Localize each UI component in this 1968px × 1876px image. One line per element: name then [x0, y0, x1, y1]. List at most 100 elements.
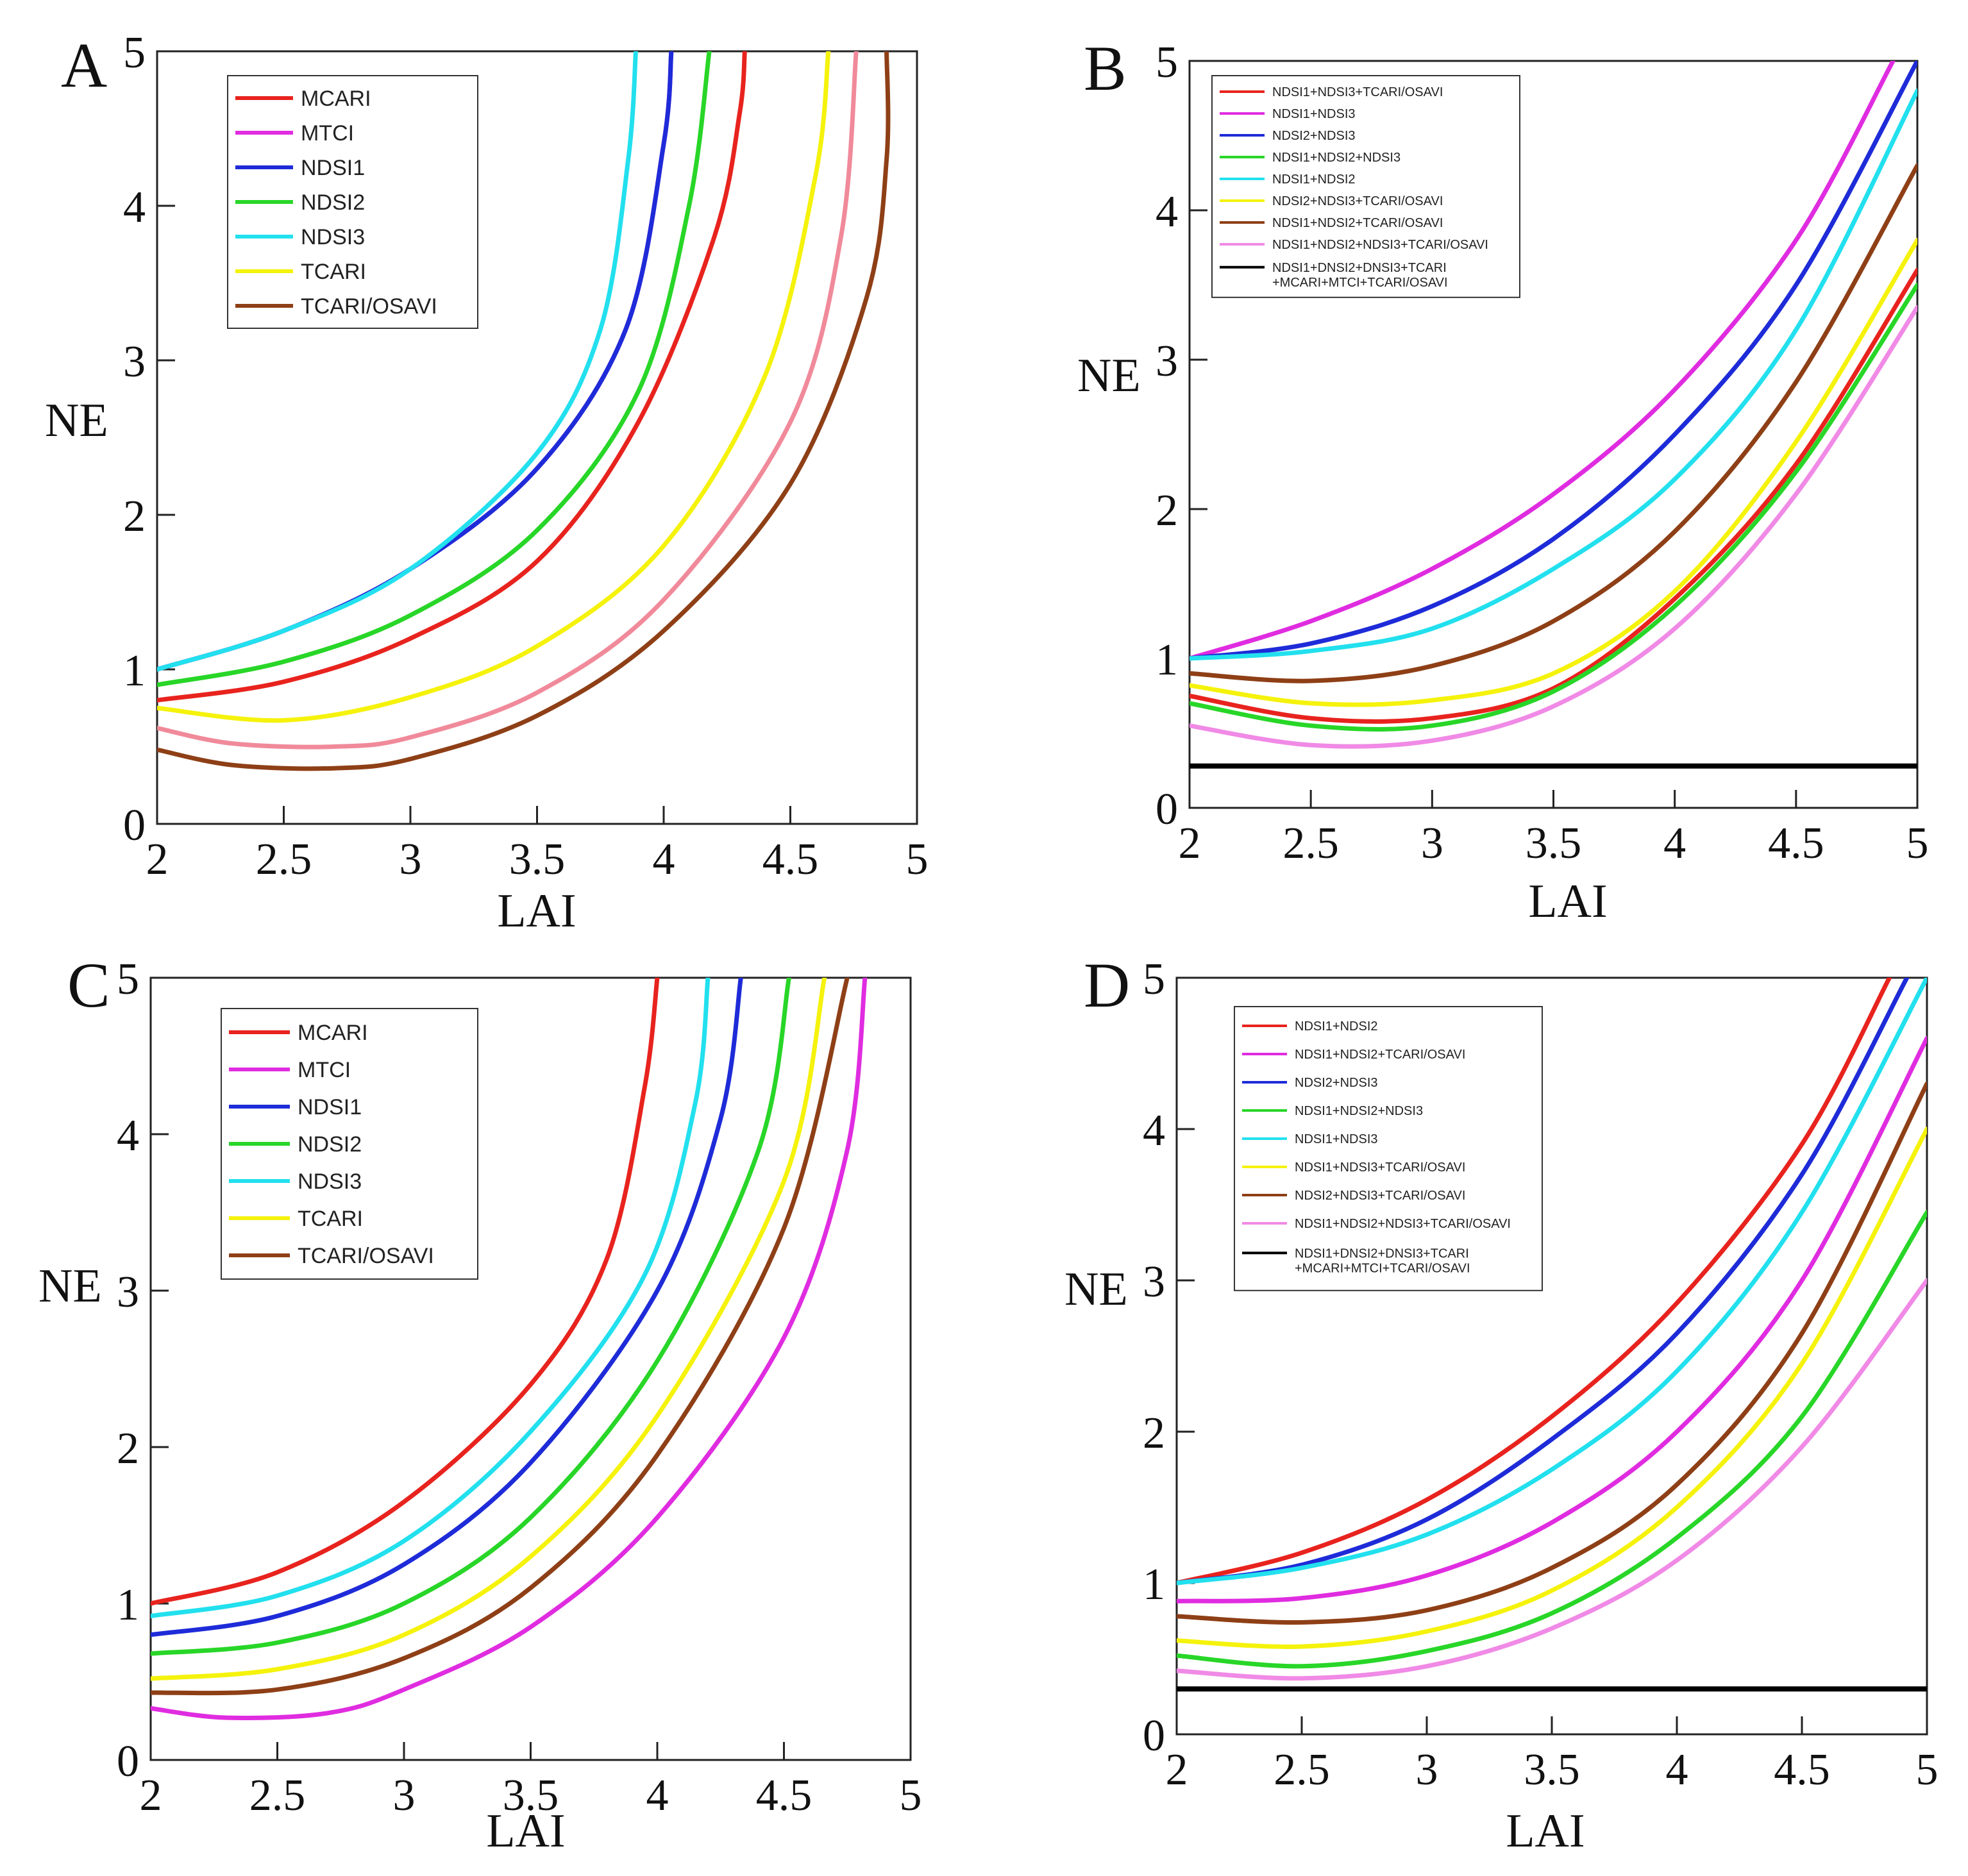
panel-b-x-tick-label: 3	[1421, 819, 1443, 868]
panel-c-y-tick-label: 2	[117, 1424, 139, 1473]
panel-c-legend-label: TCARI/OSAVI	[298, 1244, 434, 1268]
panel-a-legend-label: MTCI	[301, 121, 354, 146]
panel-a-y-tick-label: 5	[123, 28, 146, 78]
panel-a-x-tick-label: 2	[146, 835, 169, 884]
panel-b-series-group	[1190, 61, 1917, 769]
panel-a: A 2 2.5 3 3.5 4 4.5 5 0 1 2 3 4 5 LAI NE MCARI MTCI NDSI1 N…	[45, 28, 929, 937]
panel-c-y-tick-label: 5	[117, 955, 139, 1004]
panel-a-x-tick-label: 3.5	[509, 835, 566, 884]
panel-b-y-tick-label: 2	[1156, 486, 1178, 535]
panel-d-x-tick-label: 3	[1416, 1745, 1438, 1795]
panel-d-y-tick-label: 5	[1143, 955, 1165, 1004]
panel-b-series-line-0	[1190, 267, 1917, 724]
panel-c: C 2 2.5 3 3.5 4 4.5 5 0 1 2 3 4 5 LAI NE MCARI MTCI NDSI1 N…	[38, 950, 922, 1857]
panel-d-x-axis-label: LAI	[1506, 1805, 1585, 1857]
panel-d-series-line-3	[1177, 1210, 1927, 1669]
panel-d-legend-label: NDSI1+DNSI2+DNSI3+TCARI	[1295, 1246, 1469, 1260]
panel-a-series-line-5	[157, 51, 831, 723]
panel-a-series-line-0	[157, 51, 747, 703]
panel-c-y-tick-label: 3	[117, 1268, 139, 1317]
panel-b-x-tick-label: 4	[1663, 819, 1686, 868]
panel-b-x-tick-label: 2	[1179, 819, 1201, 868]
panel-b-y-tick-label: 0	[1156, 785, 1178, 834]
panel-a-legend: MCARI MTCI NDSI1 NDSI2 NDSI3 TCARI TCARI/OSAVI	[227, 75, 478, 329]
panel-b-series-line-7	[1190, 305, 1917, 749]
panel-c-x-tick-label: 2	[140, 1771, 162, 1820]
panel-d-x-tick-label: 4	[1666, 1745, 1688, 1795]
panel-a-x-tick-label: 4.5	[762, 835, 819, 884]
panel-a-y-tick-label: 1	[123, 646, 146, 696]
panel-d-legend-label: NDSI2+NDSI3	[1295, 1076, 1378, 1090]
panel-b-series-line-2	[1190, 61, 1917, 661]
panel-a-legend-label: TCARI	[301, 260, 366, 284]
panel-b-series-line-3	[1190, 283, 1917, 732]
panel-c-series-line-5	[151, 978, 827, 1681]
panel-d-legend-label: NDSI1+NDSI3+TCARI/OSAVI	[1295, 1160, 1465, 1175]
panel-b-x-axis-label: LAI	[1528, 875, 1607, 928]
panel-d-legend-label: NDSI1+NDSI2	[1295, 1019, 1378, 1034]
panel-c-x-tick-label: 4	[646, 1771, 669, 1820]
panel-d: D2 2.5 3 3.5 4 4.5 5012345LAINENDSI1+NDSI2NDSI…	[1064, 950, 1939, 1857]
panel-d-x-tick-label: 4.5	[1774, 1745, 1830, 1795]
panel-c-series-line-6	[151, 978, 850, 1696]
panel-a-y-tick-label: 4	[123, 183, 146, 232]
panel-b-x-tick-label: 2.5	[1283, 819, 1339, 868]
panel-d-legend-label: NDSI1+NDSI3	[1295, 1132, 1378, 1146]
panel-a-x-tick-label: 4	[653, 835, 675, 884]
panel-d-legend-box	[1234, 1006, 1543, 1291]
panel-a-y-tick-label: 0	[123, 801, 146, 850]
panel-c-y-tick-label: 4	[117, 1111, 139, 1160]
panel-a-legend-label: TCARI/OSAVI	[301, 294, 437, 319]
panel-b-x-tick-label: 3.5	[1526, 819, 1582, 868]
panel-d-y-tick-label: 1	[1143, 1560, 1165, 1609]
panel-d-x-tick-label: 2.5	[1274, 1745, 1330, 1795]
panel-a-series-line-3	[157, 51, 712, 687]
panel-b-legend-label: NDSI2+NDSI3+TCARI/OSAVI	[1272, 194, 1443, 208]
panel-a-x-tick-label: 2.5	[256, 835, 312, 884]
panel-c-series-group	[151, 978, 868, 1721]
panel-d-legend-label: +MCARI+MTCI+TCARI/OSAVI	[1295, 1261, 1470, 1275]
panel-b-series-line-6	[1190, 163, 1917, 683]
panel-c-legend-label: NDSI2	[298, 1132, 362, 1157]
panel-c-x-tick-label: 4.5	[756, 1771, 812, 1820]
panel-d-legend-label: NDSI1+NDSI2+NDSI3+TCARI/OSAVI	[1295, 1217, 1511, 1231]
panel-c-series-line-2	[151, 978, 743, 1637]
panel-a-y-axis-label: NE	[45, 394, 108, 447]
panel-c-legend-label: NDSI1	[298, 1095, 362, 1119]
panel-c-y-tick-label: 1	[117, 1580, 139, 1630]
panel-c-x-tick-label: 3	[393, 1771, 416, 1820]
panel-a-legend-label: MCARI	[301, 87, 371, 111]
panel-a-series-line-7	[157, 51, 859, 750]
panel-d-x-tick-label: 5	[1916, 1745, 1939, 1795]
panel-b-letter: B	[1084, 33, 1127, 104]
panel-c-legend-label: MTCI	[298, 1058, 351, 1082]
panel-b-series-line-5	[1190, 238, 1917, 707]
panel-d-x-tick-label: 3.5	[1524, 1745, 1580, 1795]
panel-d-series-line-1	[1177, 1035, 1927, 1604]
panel-c-x-axis-label: LAI	[486, 1805, 565, 1857]
panel-d-y-tick-label: 3	[1143, 1257, 1165, 1307]
panel-c-y-tick-label: 0	[117, 1737, 139, 1786]
panel-c-series-line-3	[151, 978, 791, 1656]
panel-b-series-line-4	[1190, 88, 1917, 661]
panel-b-legend-label: NDSI1+NDSI3	[1272, 107, 1356, 121]
panel-d-series-line-6	[1177, 1081, 1927, 1625]
panel-c-series-line-4	[151, 978, 711, 1618]
panel-a-series-line-6	[157, 51, 891, 771]
panel-d-series-group	[1177, 978, 1927, 1692]
panel-b-legend: NDSI1+NDSI3+TCARI/OSAVI NDSI1+NDSI3 NDSI2+…	[1211, 75, 1520, 298]
panel-b-y-tick-label: 3	[1156, 337, 1178, 386]
panel-a-y-tick-label: 2	[123, 492, 146, 541]
panel-c-legend: MCARI MTCI NDSI1 NDSI2 NDSI3 TCARI TCARI/OSAVI	[221, 1008, 478, 1280]
panel-c-legend-label: MCARI	[298, 1021, 368, 1045]
panel-d-legend-label: NDSI1+NDSI2+TCARI/OSAVI	[1295, 1048, 1465, 1062]
panel-b-y-axis-label: NE	[1077, 349, 1141, 402]
panel-d-series-line-4	[1177, 978, 1927, 1586]
panel-a-letter: A	[61, 29, 107, 101]
panel-b-y-tick-label: 5	[1156, 38, 1178, 87]
panel-c-x-tick-label: 2.5	[249, 1771, 306, 1820]
panel-a-series-line-4	[157, 51, 638, 672]
panel-d-letter: D	[1084, 950, 1130, 1021]
panel-a-series-group	[157, 51, 891, 771]
panel-c-y-axis-label: NE	[38, 1260, 102, 1312]
